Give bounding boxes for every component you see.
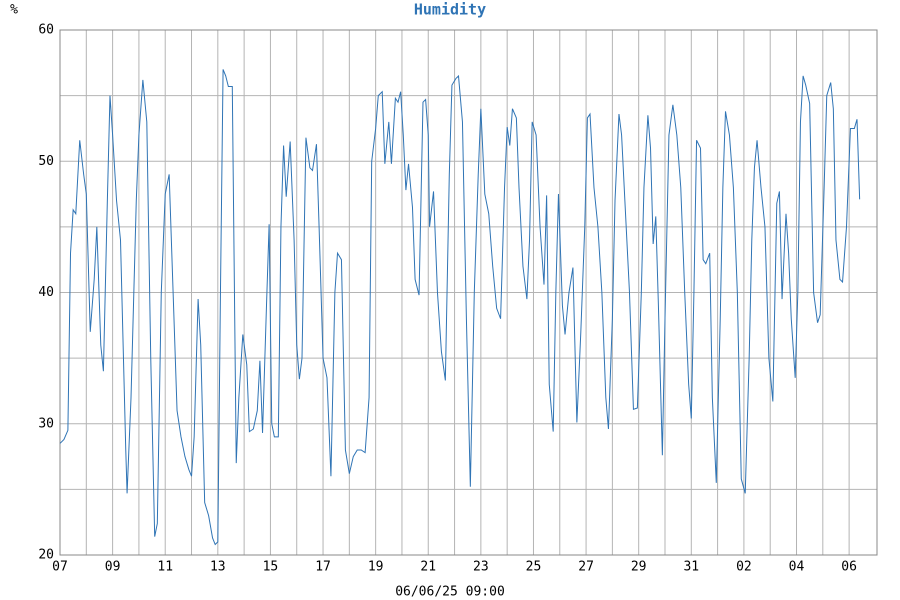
x-tick-label: 19 [368, 560, 384, 575]
y-tick-label: 50 [38, 154, 54, 169]
x-tick-label: 02 [736, 560, 752, 575]
x-axis-label: 06/06/25 09:00 [395, 585, 505, 600]
y-tick-label: 20 [38, 548, 54, 563]
x-tick-label: 06 [841, 560, 857, 575]
x-tick-label: 25 [526, 560, 542, 575]
x-tick-label: 21 [420, 560, 436, 575]
x-tick-label: 27 [578, 560, 594, 575]
y-tick-label: 40 [38, 285, 54, 300]
chart-title: Humidity [414, 1, 486, 19]
x-tick-label: 31 [683, 560, 699, 575]
x-tick-label: 29 [631, 560, 647, 575]
y-axis-label: % [10, 3, 18, 18]
x-tick-label: 07 [52, 560, 68, 575]
x-tick-label: 17 [315, 560, 331, 575]
x-tick-label: 23 [473, 560, 489, 575]
y-tick-label: 60 [38, 23, 54, 38]
x-tick-label: 11 [157, 560, 173, 575]
x-tick-label: 15 [263, 560, 279, 575]
x-tick-label: 04 [789, 560, 805, 575]
x-tick-label: 09 [105, 560, 121, 575]
data-line [59, 69, 861, 546]
x-tick-label: 13 [210, 560, 226, 575]
y-tick-label: 30 [38, 416, 54, 431]
plot-frame [59, 29, 878, 556]
